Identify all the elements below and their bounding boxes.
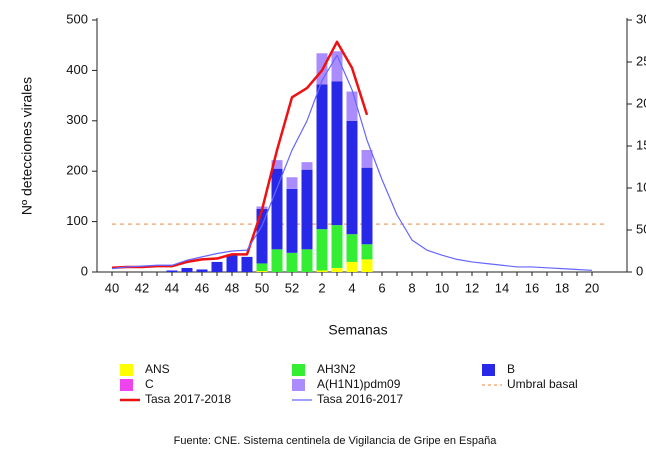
y-tick-label: 500	[66, 11, 88, 26]
bar-segment	[271, 160, 283, 169]
x-tick-label: 46	[195, 280, 209, 295]
x-tick-label: 48	[225, 280, 239, 295]
y2-tick-label: 300	[636, 11, 646, 26]
bar-segment	[346, 261, 358, 272]
bar-segment	[286, 252, 298, 272]
bar-segment	[346, 234, 358, 262]
y-tick-label: 400	[66, 62, 88, 77]
y2-tick-label: 150	[636, 137, 646, 152]
bar-segment	[256, 270, 268, 272]
bar-segment	[196, 269, 208, 272]
bar-segment	[241, 256, 253, 272]
bar-segment	[316, 229, 328, 271]
bar-segment	[301, 162, 313, 170]
bar-segment	[226, 254, 238, 272]
legend-label: Tasa 2017-2018	[145, 392, 231, 406]
bar-segment	[346, 120, 358, 235]
x-tick-label: 12	[465, 280, 479, 295]
bar-segment	[256, 263, 268, 271]
bar-segment	[301, 249, 313, 272]
legend-label: C	[145, 377, 154, 391]
x-tick-label: 10	[435, 280, 449, 295]
legend-swatch	[120, 364, 133, 376]
y2-tick-label: 0	[636, 263, 643, 278]
legend-swatch	[292, 364, 305, 376]
source-note: Fuente: CNE. Sistema centinela de Vigila…	[174, 435, 498, 447]
x-tick-label: 44	[165, 280, 179, 295]
x-tick-label: 42	[135, 280, 149, 295]
bar-segment	[301, 169, 313, 250]
legend-label: ANS	[145, 362, 170, 376]
legend-label: AH3N2	[317, 362, 356, 376]
y2-tick-label: 250	[636, 53, 646, 68]
bar-segment	[181, 267, 193, 272]
bar-segment	[346, 91, 358, 121]
bar-segment	[331, 267, 343, 272]
y-tick-label: 300	[66, 112, 88, 127]
legend-label: Tasa 2016-2017	[317, 392, 403, 406]
legend-swatch	[292, 379, 305, 391]
legend-label: Umbral basal	[507, 377, 578, 391]
bar-segment	[361, 244, 373, 260]
bar-segment	[286, 188, 298, 253]
legend-label: B	[507, 362, 515, 376]
y-tick-label: 100	[66, 213, 88, 228]
bar-segment	[271, 168, 283, 250]
bar-segment	[166, 270, 178, 272]
bar-segment	[361, 259, 373, 272]
x-tick-label: 20	[585, 280, 599, 295]
x-tick-label: 4	[348, 280, 355, 295]
legend-swatch	[120, 379, 133, 391]
bar-segment	[331, 81, 343, 226]
y-tick-label: 0	[81, 263, 88, 278]
legend-label: A(H1N1)pdm09	[317, 377, 401, 391]
legend-swatch	[482, 364, 495, 376]
y-tick-label: 200	[66, 163, 88, 178]
x-tick-label: 14	[495, 280, 509, 295]
x-tick-label: 6	[378, 280, 385, 295]
bar-segment	[256, 209, 268, 264]
x-axis-label: Semanas	[328, 322, 387, 338]
bar-segment	[331, 51, 343, 82]
bar-segment	[361, 150, 373, 168]
x-tick-label: 40	[105, 280, 119, 295]
x-tick-label: 18	[555, 280, 569, 295]
bar-segment	[271, 249, 283, 272]
bar-segment	[211, 261, 223, 272]
x-tick-label: 2	[318, 280, 325, 295]
y2-tick-label: 100	[636, 179, 646, 194]
y-axis-label: Nº detecciones virales	[19, 77, 35, 215]
bar-segment	[361, 167, 373, 245]
bar-segment	[316, 84, 328, 230]
bar-segment	[331, 225, 343, 268]
y2-tick-label: 50	[636, 221, 646, 236]
x-tick-label: 50	[255, 280, 269, 295]
x-tick-label: 16	[525, 280, 539, 295]
line-series	[111, 40, 369, 270]
bar-segment	[316, 270, 328, 272]
x-tick-label: 8	[408, 280, 415, 295]
bar-segment	[286, 177, 298, 189]
line-series	[111, 54, 593, 271]
x-tick-label: 52	[285, 280, 299, 295]
y2-tick-label: 200	[636, 95, 646, 110]
